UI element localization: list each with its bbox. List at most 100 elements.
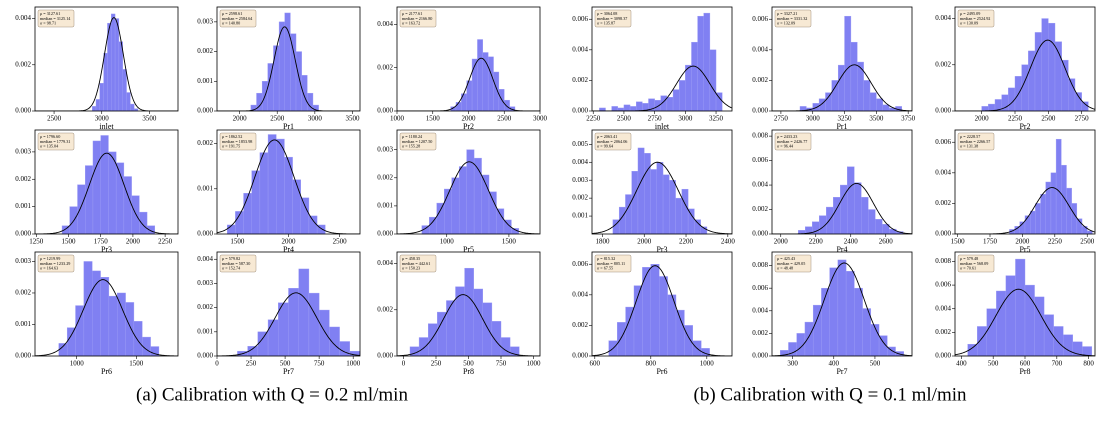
normal-fit-curve bbox=[772, 262, 912, 356]
y-tick-label: 0.002 bbox=[935, 328, 951, 336]
x-axis-label: Pr7 bbox=[836, 367, 847, 376]
x-axis-label: Pr5 bbox=[463, 245, 474, 254]
stats-box bbox=[957, 9, 995, 28]
normal-fit-curve bbox=[217, 292, 360, 356]
x-axis-label: Pr6 bbox=[656, 367, 667, 376]
y-tick-label: 0.004 bbox=[752, 45, 768, 53]
stats-box bbox=[219, 9, 257, 28]
x-tick-label: 1000 bbox=[70, 360, 85, 368]
histogram-bar bbox=[308, 292, 320, 357]
histogram-bar bbox=[267, 134, 277, 235]
x-tick-label: 500 bbox=[870, 360, 881, 368]
y-tick-label: 0.003 bbox=[197, 17, 213, 25]
histogram-bar bbox=[666, 97, 674, 112]
histogram-bar bbox=[669, 180, 676, 235]
y-tick-label: 0.006 bbox=[572, 260, 588, 268]
histogram-bar bbox=[257, 331, 269, 357]
stats-box bbox=[399, 254, 437, 273]
histogram-bar bbox=[876, 98, 883, 112]
histogram-bar bbox=[276, 138, 285, 235]
histogram-bar bbox=[644, 153, 651, 235]
plot-frame bbox=[954, 6, 1096, 112]
histogram-bar bbox=[473, 288, 484, 357]
y-tick-label: 0.006 bbox=[752, 156, 768, 164]
stats-text: median = 1233.29 bbox=[40, 261, 70, 266]
normal-fit-curve bbox=[397, 57, 540, 111]
stats-text: median = 2266.57 bbox=[960, 139, 990, 144]
subplot: 1800 2000 2200 2400 0.001 0.002 0.003 0.004 0.00… bbox=[572, 129, 735, 254]
y-tick-label: 0.006 bbox=[935, 138, 951, 146]
x-tick-label: 1000 bbox=[700, 360, 715, 368]
normal-fit-curve bbox=[397, 294, 540, 356]
histogram-bar bbox=[491, 321, 502, 357]
histogram-bar bbox=[981, 106, 989, 112]
stats-text: μ = 3064.08 bbox=[597, 11, 617, 16]
stats-text: σ = 155.28 bbox=[402, 144, 420, 149]
stats-box bbox=[594, 254, 632, 273]
histogram-bar bbox=[1055, 138, 1062, 235]
y-tick-label: 0.003 bbox=[15, 148, 31, 156]
histogram-bar bbox=[288, 288, 299, 357]
histogram-bar bbox=[444, 188, 452, 235]
y-tick-label: 0.003 bbox=[15, 257, 31, 265]
histogram-bar bbox=[854, 287, 863, 357]
stats-text: median = 568.09 bbox=[960, 261, 988, 266]
histogram-bar bbox=[870, 324, 880, 357]
histogram-bar bbox=[131, 195, 140, 235]
subplot: 2000 2500 3000 3500 0.000 0.001 0.002 0.003 Pr1 μ… bbox=[197, 6, 361, 131]
histogram-bar bbox=[629, 106, 637, 112]
x-tick-label: 2200 bbox=[679, 238, 694, 246]
x-tick-label: 2000 bbox=[233, 115, 248, 123]
x-tick-label: 1500 bbox=[502, 238, 517, 246]
x-tick-label: 3500 bbox=[142, 115, 157, 123]
histogram-bar bbox=[100, 277, 110, 357]
y-tick-label: 0.002 bbox=[15, 289, 31, 297]
stats-text: μ = 3127.61 bbox=[40, 11, 60, 16]
x-axis-label: Pr1 bbox=[283, 122, 294, 131]
x-tick-label: 2000 bbox=[282, 238, 297, 246]
x-tick-label: 1000 bbox=[346, 360, 361, 368]
y-tick-label: 0.004 bbox=[935, 168, 951, 176]
histogram-bar bbox=[986, 308, 997, 357]
x-tick-label: 3250 bbox=[838, 115, 853, 123]
histogram-bar bbox=[118, 41, 123, 112]
histogram-bar bbox=[125, 302, 135, 357]
histogram-bar bbox=[703, 12, 711, 112]
x-tick-label: 400 bbox=[829, 360, 840, 368]
histogram-bar bbox=[857, 61, 864, 112]
histogram-bar bbox=[482, 302, 493, 357]
y-tick-label: 0.008 bbox=[752, 132, 768, 140]
histogram-bar bbox=[825, 92, 833, 112]
histogram-bar bbox=[259, 152, 269, 235]
histogram-bar bbox=[227, 224, 236, 235]
x-tick-label: 800 bbox=[646, 360, 657, 368]
histogram-bar bbox=[464, 267, 474, 357]
histogram-bar bbox=[656, 162, 664, 235]
plot-frame bbox=[591, 6, 733, 112]
histogram-bar bbox=[672, 89, 680, 112]
histogram-bar bbox=[278, 302, 289, 357]
subplot: 1500 1750 2000 2250 2500 0.000 0.002 0.004 0.006… bbox=[935, 129, 1096, 254]
stats-text: σ = 132.09 bbox=[777, 21, 795, 26]
stats-text: σ = 48.48 bbox=[777, 266, 793, 271]
histogram-bar bbox=[1008, 87, 1016, 112]
y-tick-label: 0.004 bbox=[935, 14, 951, 22]
y-tick-label: 0.002 bbox=[197, 47, 213, 55]
histogram-bar bbox=[837, 259, 847, 357]
y-tick-label: 0.002 bbox=[15, 60, 31, 68]
y-tick-label: 0.000 bbox=[752, 352, 768, 360]
histogram-bar bbox=[687, 208, 695, 235]
histogram-bar bbox=[837, 64, 845, 112]
subplot: 2000 2250 2500 2750 0.000 0.002 0.004 Pr2 μ = 24… bbox=[935, 6, 1096, 131]
histogram-bar bbox=[1062, 334, 1073, 357]
y-tick-label: 0.000 bbox=[935, 230, 951, 238]
stats-text: σ = 152.74 bbox=[222, 266, 241, 271]
histogram-bar bbox=[650, 169, 657, 235]
histogram-bar bbox=[1015, 258, 1026, 357]
histogram-bar bbox=[300, 197, 310, 235]
y-tick-label: 0.001 bbox=[15, 202, 31, 210]
histogram-bar bbox=[1043, 314, 1054, 357]
y-tick-label: 0.004 bbox=[572, 45, 588, 53]
y-tick-label: 0.000 bbox=[377, 107, 393, 115]
histogram-bar bbox=[709, 49, 717, 112]
